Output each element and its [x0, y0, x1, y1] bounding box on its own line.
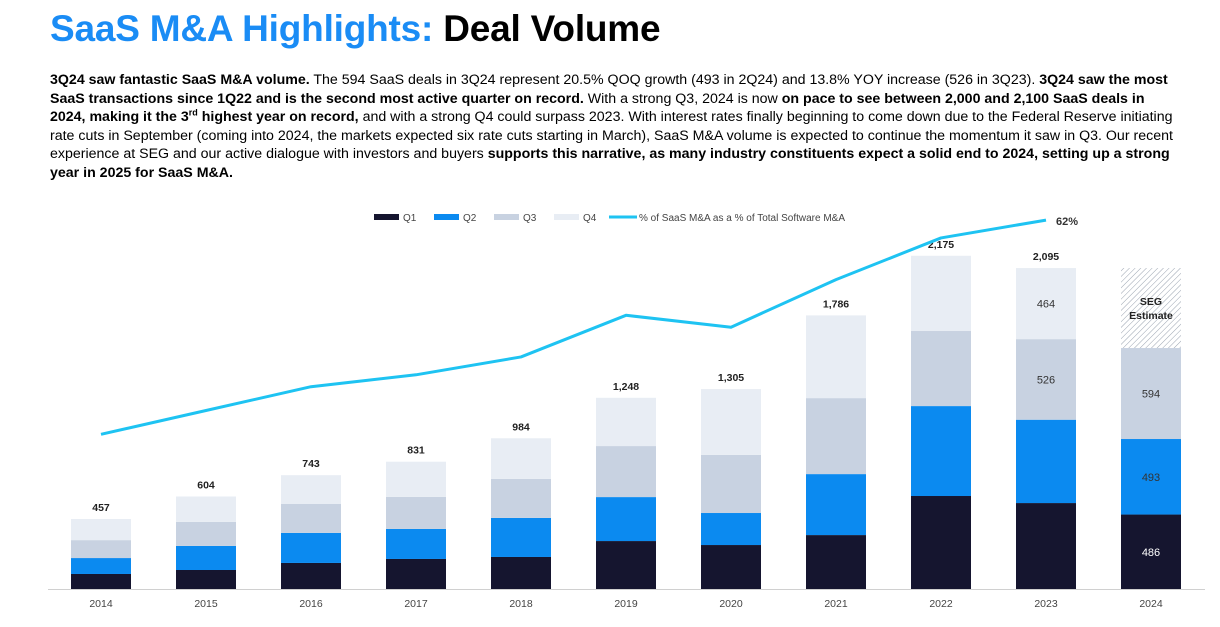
bar-q3-2018: [491, 478, 551, 518]
estimate-label: SEG: [1140, 296, 1162, 308]
bar-q3-2020: [701, 454, 761, 514]
x-tick-label-2017: 2017: [404, 598, 428, 610]
paragraph-segment: 3Q24 saw fantastic SaaS M&A volume.: [50, 72, 310, 88]
bar-q1-2014: [71, 573, 131, 589]
total-label-2014: 457: [92, 502, 110, 514]
bar-q1-2016: [281, 562, 341, 589]
bar-q4-2023: [1016, 268, 1076, 340]
bar-q3-2016: [281, 503, 341, 533]
total-label-2018: 984: [512, 421, 530, 433]
legend-label-q2: Q2: [463, 213, 477, 224]
bar-q2-2018: [491, 517, 551, 557]
bar-q2-2020: [701, 513, 761, 546]
summary-paragraph: 3Q24 saw fantastic SaaS M&A volume. The …: [50, 71, 1180, 183]
x-tick-label-2021: 2021: [824, 598, 848, 610]
paragraph-segment: The 594 SaaS deals in 3Q24 represent 20.…: [309, 72, 1040, 88]
x-tick-label-2023: 2023: [1034, 598, 1058, 610]
total-label-2017: 831: [407, 445, 425, 457]
bar-q2-2022: [911, 406, 971, 497]
bar-q3-2022: [911, 331, 971, 407]
bar-q2-2024: [1121, 439, 1181, 515]
x-tick-label-2015: 2015: [194, 598, 218, 610]
bar-q4-2016: [281, 475, 341, 504]
bar-q2-2015: [176, 545, 236, 571]
bar-q4-2022: [911, 255, 971, 332]
bar-q3-2019: [596, 446, 656, 498]
line-saas-share: [100, 218, 1047, 436]
legend-label-q3: Q3: [523, 213, 537, 224]
paragraph-segment: supports this narrative, as many industr…: [50, 146, 1170, 181]
bar-q4-2014: [71, 518, 131, 541]
bar-q4-2018: [491, 438, 551, 479]
segment-label: 486: [1142, 547, 1160, 559]
bar-q4-2017: [386, 461, 446, 497]
total-label-2019: 1,248: [613, 381, 639, 393]
segment-label: 464: [1037, 299, 1055, 311]
x-tick-label-2020: 2020: [719, 598, 743, 610]
paragraph-segment: 3Q24 saw the most SaaS transactions sinc…: [50, 72, 1168, 107]
x-tick-label-2022: 2022: [929, 598, 953, 610]
bar-q1-2020: [701, 545, 761, 589]
total-label-2023: 2,095: [1033, 251, 1059, 263]
bar-q4-2019: [596, 397, 656, 447]
title-main: Deal Volume: [443, 8, 661, 49]
bar-q2-2016: [281, 532, 341, 563]
paragraph-segment: With a strong Q3, 2024 is now: [583, 90, 782, 107]
bar-q3-2023: [1016, 339, 1076, 420]
x-tick-label-2019: 2019: [614, 598, 638, 610]
bar-q4-estimate-2024: [1121, 268, 1181, 349]
title-highlight: SaaS M&A Highlights:: [50, 8, 434, 49]
bar-q4-2021: [806, 315, 866, 399]
paragraph-segment: highest year on record,: [197, 109, 359, 126]
legend-swatch-q2: [434, 214, 459, 220]
bar-q1-2023: [1016, 503, 1076, 589]
x-tick-label-2024: 2024: [1139, 598, 1163, 610]
legend-label-line: % of SaaS M&A as a % of Total Software M…: [639, 213, 845, 224]
bar-q1-2021: [806, 535, 866, 589]
bar-q4-2015: [176, 496, 236, 522]
paragraph-segment: rd: [188, 107, 198, 118]
x-tick-label-2018: 2018: [509, 598, 533, 610]
legend-label-q4: Q4: [583, 213, 597, 224]
bar-q1-2015: [176, 570, 236, 589]
bar-q2-2019: [596, 497, 656, 542]
total-label-2015: 604: [197, 479, 215, 491]
legend-swatch-q3: [494, 214, 519, 220]
total-label-2016: 743: [302, 458, 320, 470]
bar-q2-2014: [71, 558, 131, 574]
segment-label: 526: [1037, 374, 1055, 386]
estimate-label: Estimate: [1129, 310, 1173, 322]
bar-q1-2017: [386, 558, 446, 589]
bar-q1-2024: [1121, 514, 1181, 589]
bar-q3-2015: [176, 521, 236, 546]
x-tick-label-2016: 2016: [299, 598, 323, 610]
bar-q1-2018: [491, 556, 551, 589]
bar-q4-2020: [701, 389, 761, 455]
bar-q2-2021: [806, 474, 866, 536]
page-title: SaaS M&A Highlights: Deal Volume: [50, 8, 661, 50]
paragraph-segment: on pace to see between 2,000 and 2,100 S…: [50, 90, 1145, 126]
legend-swatch-q1: [374, 214, 399, 220]
bar-q3-2021: [806, 398, 866, 475]
x-tick-label-2014: 2014: [89, 598, 113, 610]
bar-q3-2024: [1121, 348, 1181, 440]
bar-q2-2023: [1016, 419, 1076, 504]
segment-label: 594: [1142, 389, 1160, 401]
paragraph-segment: and with a strong Q4 could surpass 2023.…: [50, 109, 1173, 163]
bar-q3-2017: [386, 496, 446, 529]
total-label-2021: 1,786: [823, 298, 849, 310]
segment-label: 493: [1142, 472, 1160, 484]
legend-label-q1: Q1: [403, 213, 417, 224]
line-end-label: 62%: [1056, 216, 1078, 228]
bar-q3-2014: [71, 540, 131, 559]
legend-swatch-q4: [554, 214, 579, 220]
total-label-2020: 1,305: [718, 372, 744, 384]
bar-q2-2017: [386, 528, 446, 559]
bar-q1-2022: [911, 496, 971, 589]
bar-q1-2019: [596, 541, 656, 589]
